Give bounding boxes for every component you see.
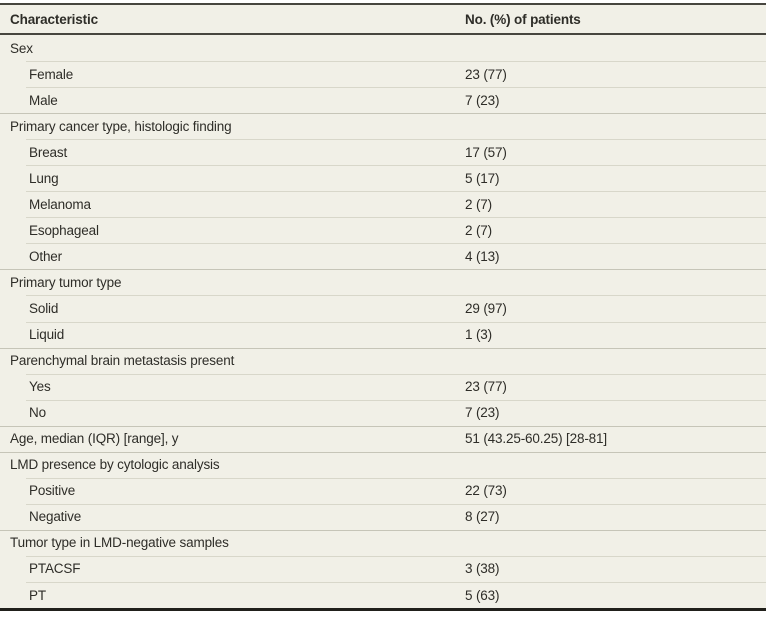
table-row: Other 4 (13) [0, 243, 766, 269]
row-separator [26, 503, 766, 505]
row-label: Liquid [29, 327, 65, 343]
row-value: 5 (63) [465, 587, 500, 603]
table-row: Solid 29 (97) [0, 295, 766, 321]
row-label: Other [29, 248, 63, 264]
row-value: 3 (38) [465, 561, 500, 577]
row-separator [26, 243, 766, 245]
row-label: Primary cancer type, histologic finding [10, 118, 232, 134]
table-row: Liquid 1 (3) [0, 321, 766, 348]
row-label: Tumor type in LMD-negative samples [10, 535, 229, 551]
column-header-characteristic: Characteristic [10, 11, 98, 27]
row-label: PTACSF [29, 561, 81, 577]
table-row: Sex [0, 35, 766, 61]
row-value: 7 (23) [465, 92, 500, 108]
row-separator [0, 269, 766, 271]
row-separator [26, 61, 766, 63]
row-label: Parenchymal brain metastasis present [10, 353, 235, 369]
row-separator [0, 113, 766, 115]
row-label: Esophageal [29, 222, 99, 238]
row-label: Breast [29, 144, 68, 160]
row-separator [26, 295, 766, 297]
table-row: PT 5 (63) [0, 581, 766, 608]
row-value: 23 (77) [465, 379, 507, 395]
row-label: Positive [29, 483, 76, 499]
row-label: Negative [29, 509, 82, 525]
row-label: Sex [10, 40, 33, 56]
row-label: LMD presence by cytologic analysis [10, 457, 220, 473]
row-label: Solid [29, 300, 59, 316]
table-row: Breast 17 (57) [0, 139, 766, 165]
row-separator [0, 529, 766, 531]
table-row: Yes 23 (77) [0, 373, 766, 400]
row-separator [26, 399, 766, 401]
row-separator [26, 555, 766, 557]
table-row: No 7 (23) [0, 399, 766, 426]
table-row: Positive 22 (73) [0, 477, 766, 504]
table-row: PTACSF 3 (38) [0, 555, 766, 582]
row-label: Primary tumor type [10, 274, 122, 290]
table-row: Age, median (IQR) [range], y 51 (43.25-6… [0, 425, 766, 452]
table-row: Primary tumor type [0, 269, 766, 295]
row-value: 29 (97) [465, 300, 507, 316]
row-label: Male [29, 92, 58, 108]
table-row: Lung 5 (17) [0, 165, 766, 191]
row-value: 51 (43.25-60.25) [28-81] [465, 431, 607, 447]
row-value: 7 (23) [465, 405, 500, 421]
row-value: 23 (77) [465, 66, 507, 82]
row-label: Age, median (IQR) [range], y [10, 431, 179, 447]
row-label: Lung [29, 170, 59, 186]
row-label: Female [29, 66, 74, 82]
table-row: Negative 8 (27) [0, 503, 766, 530]
row-value: 17 (57) [465, 144, 507, 160]
row-label: Melanoma [29, 196, 91, 212]
row-value: 2 (7) [465, 196, 493, 212]
row-value: 22 (73) [465, 483, 507, 499]
table-row: Tumor type in LMD-negative samples [0, 529, 766, 556]
row-separator [0, 451, 766, 453]
row-separator [26, 87, 766, 89]
row-value: 1 (3) [465, 327, 493, 343]
patient-characteristics-table: Characteristic No. (%) of patients Sex F… [0, 3, 766, 612]
row-value: 5 (17) [465, 170, 500, 186]
row-value: 4 (13) [465, 248, 500, 264]
table-row: Parenchymal brain metastasis present [0, 347, 766, 374]
table-row: Male 7 (23) [0, 87, 766, 113]
row-value: 2 (7) [465, 222, 493, 238]
row-label: Yes [29, 379, 51, 395]
row-separator [26, 373, 766, 375]
table-body: Sex Female 23 (77) Male 7 (23) Primary c… [0, 35, 766, 608]
row-separator [26, 321, 766, 323]
table-header-row: Characteristic No. (%) of patients [0, 5, 766, 35]
table-row: Primary cancer type, histologic finding [0, 113, 766, 139]
row-separator [26, 477, 766, 479]
table-row: Melanoma 2 (7) [0, 191, 766, 217]
row-label: No [29, 405, 46, 421]
row-label: PT [29, 587, 46, 603]
row-separator [26, 139, 766, 141]
row-separator [0, 425, 766, 427]
table-row: Esophageal 2 (7) [0, 217, 766, 243]
row-value: 8 (27) [465, 509, 500, 525]
table-row: LMD presence by cytologic analysis [0, 451, 766, 478]
table-row: Female 23 (77) [0, 61, 766, 87]
row-separator [26, 217, 766, 219]
row-separator [26, 581, 766, 583]
row-separator [0, 347, 766, 349]
row-separator [26, 191, 766, 193]
row-separator [26, 165, 766, 167]
column-header-no-pct-of-patients: No. (%) of patients [465, 11, 581, 27]
